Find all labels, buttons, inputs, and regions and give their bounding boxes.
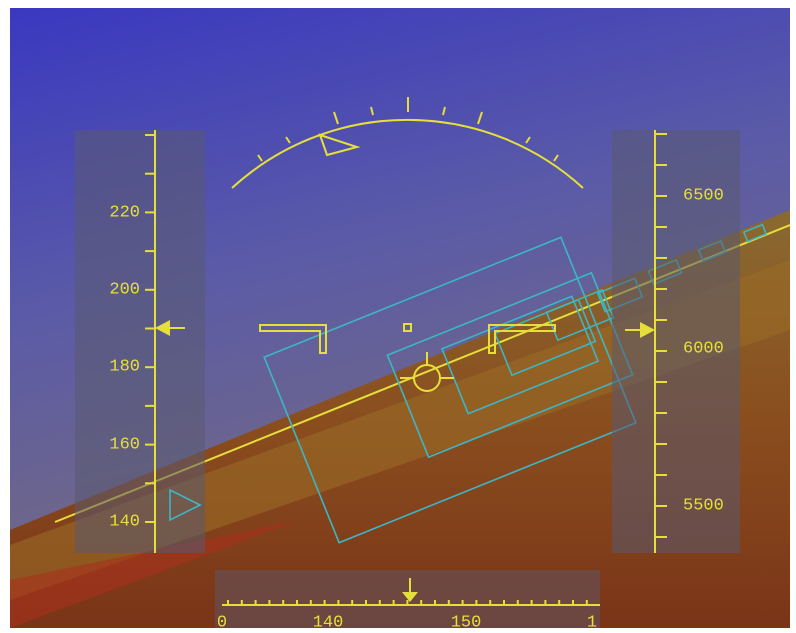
heading-label: 1 [587,613,597,632]
speed-label: 200 [109,280,140,299]
altitude-label: 5500 [683,496,724,515]
scene: 220 200 180 160 140 6500 6000 5500 0 140… [10,8,790,632]
speed-label: 160 [109,435,140,454]
speed-tape [75,130,205,553]
heading-label: 140 [313,613,344,632]
flight-display: 220 200 180 160 140 6500 6000 5500 0 140… [0,0,796,633]
heading-label: 0 [217,613,227,632]
speed-label: 140 [109,512,140,531]
heading-label: 150 [451,613,482,632]
altitude-label: 6000 [683,339,724,358]
speed-label: 220 [109,203,140,222]
altitude-label: 6500 [683,186,724,205]
speed-label: 180 [109,357,140,376]
heading-tape [215,570,600,628]
